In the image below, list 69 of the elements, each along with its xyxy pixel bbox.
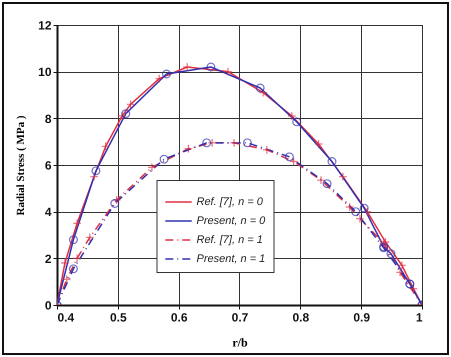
point bbox=[287, 112, 296, 120]
y-axis-title: Radial Stress ( MPa ) bbox=[15, 115, 28, 216]
y-tick-label: 12 bbox=[38, 18, 52, 32]
point bbox=[91, 166, 100, 176]
x-tick-label: 0.6 bbox=[170, 310, 188, 324]
y-tick-label: 10 bbox=[38, 65, 52, 80]
point bbox=[90, 172, 99, 182]
x-tick-label: 0.4 bbox=[58, 310, 75, 324]
y-tick-label: 6 bbox=[44, 158, 52, 172]
y-tick-label: 0 bbox=[44, 298, 52, 312]
point bbox=[362, 207, 372, 216]
point bbox=[110, 199, 120, 208]
legend-label: Ref. [7], n = 1 bbox=[196, 234, 263, 246]
point bbox=[162, 70, 171, 78]
point bbox=[322, 179, 332, 188]
legend-label: Present, n = 0 bbox=[196, 215, 266, 227]
x-axis-title: r/b bbox=[232, 336, 248, 350]
point bbox=[242, 138, 252, 148]
point bbox=[101, 142, 110, 151]
point bbox=[338, 172, 348, 182]
point bbox=[60, 258, 70, 268]
point bbox=[62, 274, 72, 284]
point bbox=[121, 109, 130, 118]
y-tick-label: 4 bbox=[44, 205, 52, 220]
point bbox=[289, 157, 298, 166]
point bbox=[345, 202, 354, 212]
point bbox=[409, 284, 418, 294]
point bbox=[126, 100, 136, 109]
point bbox=[327, 157, 336, 166]
point bbox=[355, 214, 364, 224]
point bbox=[397, 260, 406, 270]
point bbox=[72, 218, 82, 228]
point bbox=[160, 154, 169, 164]
point bbox=[314, 140, 324, 148]
point bbox=[68, 235, 78, 244]
point bbox=[386, 249, 396, 258]
y-tick-label: 2 bbox=[44, 252, 52, 266]
x-tick-label: 1 bbox=[416, 310, 423, 324]
point bbox=[184, 144, 193, 154]
point bbox=[284, 152, 294, 162]
point bbox=[202, 138, 212, 148]
point bbox=[396, 268, 405, 277]
point bbox=[379, 238, 388, 248]
point bbox=[316, 176, 326, 185]
point bbox=[72, 254, 82, 263]
point bbox=[262, 145, 272, 154]
point bbox=[68, 264, 78, 274]
point bbox=[230, 138, 238, 148]
point bbox=[381, 238, 390, 246]
x-tick-label: 0.8 bbox=[292, 310, 310, 324]
point bbox=[147, 162, 156, 172]
point bbox=[206, 62, 216, 72]
point bbox=[223, 67, 232, 76]
point bbox=[292, 117, 302, 126]
x-tick-label: 0.7 bbox=[232, 310, 249, 324]
point bbox=[85, 232, 94, 242]
point bbox=[360, 204, 369, 213]
point bbox=[258, 88, 268, 98]
x-tick-label: 0.9 bbox=[353, 310, 370, 324]
x-tick-label: 0.5 bbox=[110, 310, 127, 324]
point bbox=[208, 138, 217, 148]
point bbox=[256, 84, 265, 92]
point bbox=[154, 74, 164, 84]
legend-label: Ref. [7], n = 0 bbox=[196, 196, 264, 208]
legend-label: Present, n = 1 bbox=[196, 253, 266, 265]
point bbox=[112, 196, 122, 204]
y-tick-label: 8 bbox=[44, 112, 52, 126]
point bbox=[182, 62, 192, 72]
point bbox=[351, 207, 360, 216]
